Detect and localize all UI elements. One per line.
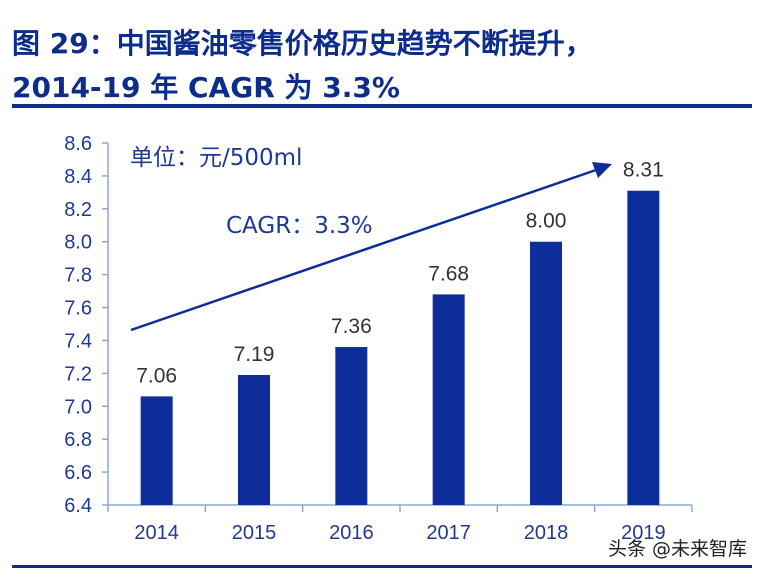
y-tick-label: 7.2 <box>64 363 92 385</box>
y-tick-label: 6.6 <box>64 462 92 484</box>
y-tick-label: 8.6 <box>64 133 92 155</box>
bar-2019 <box>627 190 660 505</box>
data-label: 7.36 <box>331 315 372 338</box>
figure-title-line2: 2014-19 年 CAGR 为 3.3% <box>12 71 400 104</box>
bar-2018 <box>530 241 562 505</box>
title-rule <box>12 104 752 108</box>
bar-2017 <box>432 294 465 505</box>
x-tick-label: 2015 <box>232 522 277 544</box>
y-tick-label: 6.8 <box>64 429 92 451</box>
bottom-rule <box>12 565 752 568</box>
data-label: 8.31 <box>623 159 664 182</box>
y-tick-label: 8.0 <box>64 232 92 254</box>
data-label: 7.19 <box>234 343 275 366</box>
data-label: 7.06 <box>136 364 177 387</box>
bar-2016 <box>335 347 368 505</box>
y-tick-label: 8.4 <box>64 166 92 188</box>
cagr-annotation: CAGR：3.3% <box>226 213 373 239</box>
y-tick-label: 7.6 <box>64 298 92 320</box>
x-tick-label: 2019 <box>621 522 666 544</box>
data-label: 7.68 <box>428 262 469 285</box>
trend-arrow-head-icon <box>592 162 612 178</box>
y-tick-label: 7.8 <box>64 265 92 287</box>
watermark: 头条 @未来智库 <box>608 538 748 560</box>
bar-2014 <box>140 396 173 505</box>
y-tick-label: 6.4 <box>64 495 92 517</box>
figure-title-line1: 图 29：中国酱油零售价格历史趋势不断提升， <box>12 27 593 60</box>
x-tick-label: 2017 <box>426 522 471 544</box>
x-tick-label: 2018 <box>524 522 569 544</box>
trend-arrow-line <box>130 168 597 332</box>
data-label: 8.00 <box>526 210 567 233</box>
y-tick-label: 7.4 <box>64 330 92 352</box>
x-tick-label: 2016 <box>329 522 374 544</box>
y-tick-label: 8.2 <box>64 199 92 221</box>
y-tick-label: 7.0 <box>64 396 92 418</box>
unit-label: 单位：元/500ml <box>130 145 302 171</box>
x-tick-label: 2014 <box>134 522 179 544</box>
bar-2015 <box>238 375 270 505</box>
